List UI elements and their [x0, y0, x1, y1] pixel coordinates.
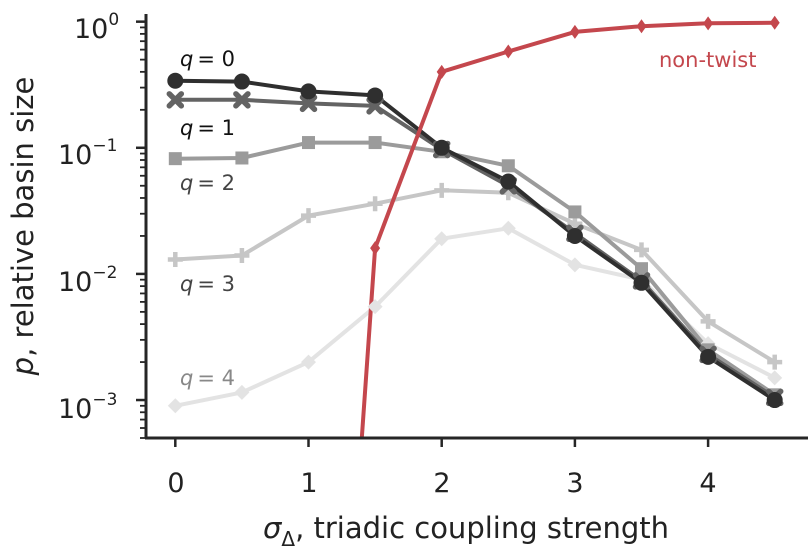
y-tick-label: 10−3 — [58, 390, 117, 425]
data-point — [766, 392, 783, 409]
x-tick-label: 2 — [433, 468, 450, 499]
data-point — [633, 274, 650, 291]
data-point — [434, 231, 450, 247]
data-point — [503, 44, 514, 59]
series-line — [359, 20, 775, 439]
y-tick-label: 10−2 — [58, 263, 117, 298]
data-point — [635, 262, 649, 276]
series-line — [175, 188, 776, 364]
data-point — [767, 354, 783, 370]
x-tick-label: 4 — [699, 468, 716, 499]
x-tick-label: 0 — [167, 468, 184, 499]
series-line — [175, 97, 776, 400]
x-axis-title: σΔ, triadic coupling strength — [263, 511, 669, 551]
data-point — [501, 159, 515, 173]
data-point — [301, 208, 317, 224]
data-point — [367, 299, 383, 315]
data-point — [167, 252, 183, 268]
data-point — [368, 136, 382, 150]
series-label-q0: q = 0 — [180, 47, 235, 71]
data-point — [700, 348, 717, 365]
series-line — [174, 226, 776, 408]
series-label-q4: q = 4 — [180, 366, 235, 390]
series-label-q1: q = 1 — [180, 116, 235, 140]
series-line — [175, 140, 776, 397]
data-point — [500, 185, 516, 201]
data-point — [566, 227, 583, 244]
x-tick-label: 1 — [300, 468, 317, 499]
data-point — [234, 247, 250, 263]
data-point — [235, 151, 249, 165]
data-point — [567, 257, 583, 273]
data-point — [767, 370, 783, 386]
data-point — [233, 73, 250, 90]
data-point — [301, 354, 317, 370]
series-label-q2: q = 2 — [180, 171, 235, 195]
data-point — [500, 173, 517, 190]
series-label-q3: q = 3 — [180, 272, 235, 296]
data-point — [436, 64, 447, 79]
data-point — [700, 313, 716, 329]
data-point — [167, 398, 183, 414]
data-point — [634, 242, 650, 258]
data-point — [299, 94, 318, 113]
data-point — [703, 16, 714, 31]
data-point — [300, 83, 317, 100]
data-point — [567, 216, 583, 232]
data-point — [433, 139, 450, 156]
data-point — [166, 91, 185, 109]
x-tick-label: 3 — [566, 468, 583, 499]
data-point — [302, 136, 316, 150]
data-point — [370, 241, 381, 256]
data-point — [434, 182, 450, 198]
series-line — [175, 78, 776, 402]
lines-layer — [174, 20, 776, 439]
data-point — [500, 220, 516, 236]
data-point — [636, 19, 647, 34]
data-point — [769, 15, 780, 30]
data-point — [568, 205, 582, 219]
data-point — [168, 152, 182, 166]
series-label-non-twist: non-twist — [659, 48, 756, 72]
data-point — [367, 87, 384, 104]
markers-layer — [166, 15, 784, 414]
y-axis-title: p, relative basin size — [6, 77, 40, 377]
data-point — [234, 384, 250, 400]
data-point — [569, 24, 580, 39]
y-tick-label: 10−1 — [58, 136, 117, 171]
data-point — [167, 72, 184, 89]
y-tick-label: 100 — [74, 10, 119, 45]
ticks-layer — [136, 20, 710, 447]
data-point — [233, 91, 251, 109]
data-point — [367, 196, 383, 212]
